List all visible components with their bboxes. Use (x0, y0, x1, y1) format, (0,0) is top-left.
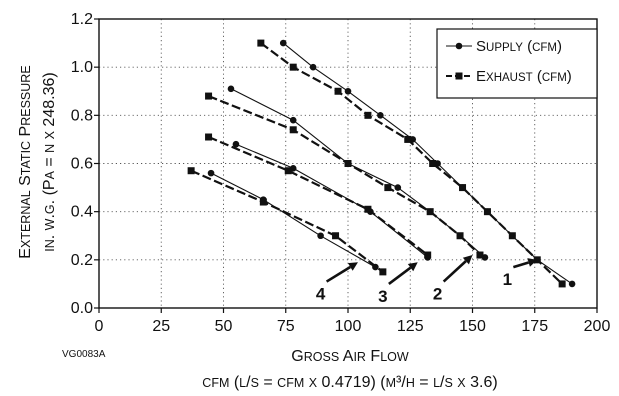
supply-point (394, 184, 402, 191)
curve-label-layer: 1 2 3 4 (316, 255, 538, 306)
x-tick-label: 75 (277, 318, 295, 335)
y-tick-label: 1.2 (71, 11, 93, 28)
supply-point (207, 169, 215, 177)
exhaust-point (187, 167, 195, 175)
curve-arrow-head (407, 262, 418, 272)
y-tick-label: 0.2 (71, 252, 93, 269)
supply-point (232, 140, 240, 148)
exhaust-point (257, 39, 265, 47)
y-tick-label: 0.8 (71, 107, 93, 124)
legend-marker-square (455, 72, 463, 80)
exhaust-point (289, 126, 297, 134)
supply-point (309, 63, 317, 71)
curve-arrow-head (462, 255, 473, 265)
y-axis-title: EXTERNAL STATIC PRESSURE (17, 65, 34, 258)
x-tick-label: 125 (397, 318, 424, 335)
supply-point (289, 116, 297, 124)
exhaust-point (424, 251, 432, 259)
exhaust-point (334, 87, 342, 95)
x-tick-label: 25 (152, 318, 170, 335)
x-tick-label: 175 (521, 318, 548, 335)
exhaust-point (558, 280, 566, 288)
y-tick-label: 0.6 (71, 156, 93, 173)
exhaust-point (404, 135, 412, 143)
series-line-supply-4 (210, 172, 376, 268)
figure-code: VG0083A (62, 349, 106, 360)
legend-items: SUPPLY (CFM) EXHAUST (CFM) (446, 38, 572, 85)
x-tick-label: 150 (459, 318, 486, 335)
curve-arrow-shaft (442, 260, 467, 283)
legend-label: EXHAUST (CFM) (476, 68, 572, 85)
exhaust-point (332, 232, 340, 240)
tick-labels: 0 25 50 75 100 125 150 175 200 0.0 0.2 0.4 0.6 0.8 1.0… (71, 11, 611, 335)
exhaust-point (205, 92, 213, 100)
exhaust-point (379, 268, 387, 276)
curve-arrow-shaft (325, 265, 351, 283)
x-tick-label: 200 (584, 318, 611, 335)
y-tick-label: 1.0 (71, 59, 93, 76)
x-tick-label: 100 (335, 318, 362, 335)
x-tick-label: 0 (95, 318, 104, 335)
curve-arrow-shaft (388, 266, 412, 285)
supply-point (317, 232, 324, 240)
exhaust-point (429, 160, 437, 167)
curve-label: 1 (503, 270, 512, 289)
legend-label: SUPPLY (CFM) (476, 38, 562, 55)
exhaust-point (364, 111, 372, 119)
series-line-supply-3 (235, 143, 429, 258)
exhaust-point (426, 208, 434, 216)
y-axis-units: IN. W.G. (PA = N X 248.36) (41, 72, 58, 252)
series-line-exhaust-2 (208, 95, 481, 256)
supply-point (227, 85, 235, 93)
curve-arrow-head (347, 262, 358, 271)
x-axis-title: GROSS AIR FLOW (291, 348, 409, 365)
supply-point (344, 87, 352, 95)
legend: SUPPLY (CFM) EXHAUST (CFM) (436, 28, 598, 99)
exhaust-point (384, 184, 392, 192)
x-tick-label: 50 (215, 318, 233, 335)
exhaust-point (364, 205, 372, 213)
legend-box (436, 28, 598, 99)
exhaust-point (476, 251, 484, 259)
supply-point (279, 39, 287, 47)
series-line-exhaust-3 (208, 135, 429, 256)
curve-label: 2 (433, 285, 442, 304)
y-tick-label: 0.0 (71, 300, 93, 317)
curve-label: 3 (378, 287, 387, 306)
series-line-exhaust-1 (260, 42, 563, 285)
x-axis-units: CFM (L/S = CFM X 0.4719) (M³/H = L/S X 3… (202, 374, 497, 391)
exhaust-point (508, 232, 516, 240)
exhaust-point (289, 63, 297, 71)
exhaust-point (205, 133, 213, 141)
curve-label: 4 (316, 285, 326, 304)
y-tick-label: 0.4 (71, 204, 93, 221)
exhaust-point (459, 184, 467, 192)
exhaust-point (284, 167, 292, 175)
exhaust-point (344, 160, 352, 167)
curve-arrow-head (527, 258, 538, 267)
supply-point (568, 280, 576, 288)
curve-arrow-shaft (512, 261, 530, 269)
legend-marker-circle (455, 42, 463, 50)
exhaust-point (259, 198, 267, 206)
exhaust-point (483, 208, 491, 216)
series-line-exhaust-4 (190, 169, 384, 273)
supply-point (377, 112, 384, 119)
exhaust-point (456, 232, 464, 240)
